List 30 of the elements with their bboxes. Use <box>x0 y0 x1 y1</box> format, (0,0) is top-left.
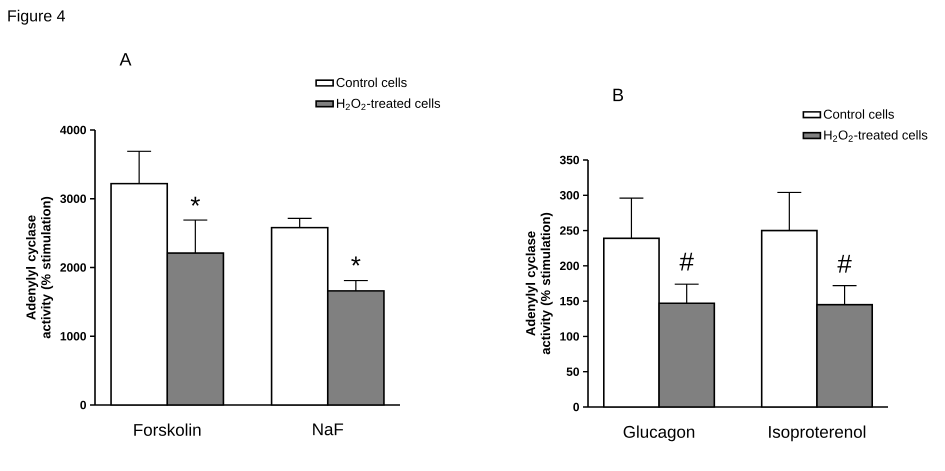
y-axis-title: Adenylyl cyclase activity (% stimulation) <box>26 196 54 338</box>
y-axis-title: Adenylyl cyclase activity (% stimulation) <box>526 212 553 354</box>
legend-label: H$_{2}$O$_{2}$-treated cells <box>336 98 440 110</box>
y-tick-label: 200 <box>560 262 580 270</box>
annotation: * <box>190 196 200 206</box>
annotation: * <box>351 256 360 266</box>
y-tick-label: 0 <box>573 402 580 412</box>
legend-label: Control cells <box>824 109 894 119</box>
x-tick-label: Glucagon <box>624 425 694 442</box>
y-tick-label: 350 <box>560 156 580 164</box>
legend-label: H$_{2}$O$_{2}$-treated cells <box>824 130 928 142</box>
x-tick-label: NaF <box>313 423 344 436</box>
annotation: # <box>680 252 694 270</box>
y-tick-label: 250 <box>560 226 580 235</box>
chart-title: A <box>120 53 132 66</box>
annotation: # <box>837 254 852 273</box>
chart-title: B <box>613 88 624 102</box>
y-tick-label: 150 <box>560 296 580 306</box>
y-tick-label: 0 <box>80 400 86 410</box>
y-tick-label: 4000 <box>60 126 86 134</box>
x-tick-label: Isoproterenol <box>769 425 866 442</box>
y-tick-label: 3000 <box>60 194 86 203</box>
caption: Figure 4 <box>8 10 65 25</box>
legend-label: Control cells <box>336 78 407 88</box>
y-tick-label: 300 <box>560 191 580 200</box>
y-tick-label: 100 <box>560 332 580 341</box>
x-tick-label: Forskolin <box>134 423 200 436</box>
y-tick-label: 2000 <box>60 263 86 272</box>
y-tick-label: 1000 <box>60 332 86 340</box>
y-tick-label: 50 <box>566 367 580 376</box>
